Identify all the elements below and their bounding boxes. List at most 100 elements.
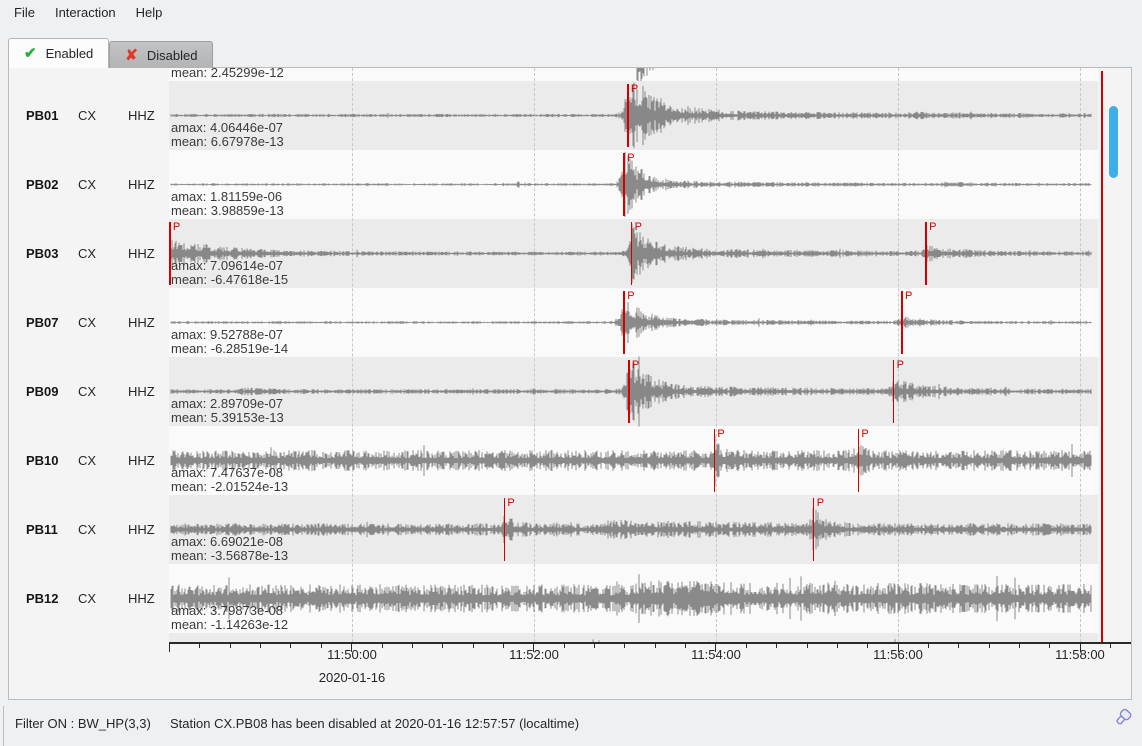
p-marker[interactable] [857,429,860,492]
station-name-PB12[interactable]: PB12 [26,591,59,606]
p-marker-label: P [816,497,825,509]
axis-minor-tick [502,643,504,648]
mean-label: mean: 3.98859e-13 [171,203,284,218]
axis-major-tick [169,643,170,652]
p-marker[interactable] [503,498,506,561]
axis-minor-tick [381,643,383,648]
partial-row-top: mean: 2.45299e-12 [169,68,1098,81]
p-marker-label: P [896,359,904,371]
p-marker-label: P [904,290,913,302]
waveform-trace-PB07[interactable] [169,288,1098,357]
axis-minor-tick [594,643,596,648]
tab-disabled-label: Disabled [146,47,198,63]
trace-plot-area[interactable]: mean: 2.45299e-12 amax: 4.06446e-07 mean: … [169,68,1103,642]
amax-label: amax: 2.89709e-07 [171,396,284,411]
p-marker[interactable] [892,360,895,423]
axis-minor-tick [624,643,626,648]
amax-label: amax: 3.79873e-08 [171,603,284,618]
p-marker-label: P [634,221,642,233]
p-marker-label: P [631,359,640,371]
waveform-trace-PB10[interactable] [169,426,1098,495]
waveform-trace-PB11[interactable] [169,495,1098,564]
time-gridline [1079,68,1081,642]
status-bar-divider [3,706,4,746]
amax-label: amax: 9.52788e-07 [171,327,284,342]
station-channel: HHZ [128,453,155,468]
station-name-PB09[interactable]: PB09 [26,384,59,399]
p-marker[interactable] [627,84,629,147]
menu-item-file[interactable]: File [14,5,35,20]
station-network: CX [78,453,97,468]
mean-label: mean: -1.14263e-12 [171,617,289,632]
tab-disabled[interactable]: ✘ Disabled [109,41,214,68]
time-gridline [897,68,899,642]
axis-minor-tick [411,643,413,648]
axis-minor-tick [290,643,292,648]
station-network: CX [78,591,97,606]
mean-label: mean: 6.67978e-13 [171,134,284,149]
mean-label: mean: -2.01524e-13 [171,479,289,494]
p-marker[interactable] [169,222,171,285]
tab-enabled-label: Enabled [45,46,94,61]
axis-major-tick [897,643,899,652]
axis-minor-tick [199,643,201,648]
cross-icon: ✘ [125,46,138,64]
p-marker[interactable] [713,429,716,492]
mouse-cursor-icon [1116,708,1132,725]
p-marker[interactable] [623,153,625,216]
waveform-trace-PB02[interactable] [169,150,1098,219]
waveform-trace-PB09[interactable] [169,356,1098,427]
station-name-PB02[interactable]: PB02 [26,177,59,192]
p-marker[interactable] [925,222,927,285]
amax-label: amax: 6.69021e-08 [171,534,284,549]
time-gridline [534,68,535,642]
p-marker[interactable] [628,360,630,423]
mean-label: mean: 5.39153e-13 [171,410,284,425]
p-marker-label: P [630,83,639,95]
menu-item-interaction[interactable]: Interaction [54,5,116,20]
station-name-PB10[interactable]: PB10 [26,453,59,468]
mean-label: mean: -3.56878e-13 [171,548,289,563]
p-marker[interactable] [623,291,625,354]
tab-bar: ✔ Enabled ✘ Disabled [8,38,214,68]
p-marker-label: P [172,221,181,233]
station-network: CX [78,315,97,330]
time-cursor-line [1101,71,1103,642]
axis-major-tick [351,643,353,652]
station-name-PB01[interactable]: PB01 [26,108,59,123]
waveform-trace-PB03[interactable] [169,219,1098,288]
station-channel: HHZ [128,591,155,606]
axis-major-tick [715,643,717,652]
waveform-trace-partial-top [636,68,657,81]
vertical-scrollbar-thumb[interactable] [1109,106,1118,178]
menu-item-help[interactable]: Help [135,5,163,20]
waveform-trace-partial-bottom [592,639,896,642]
p-marker-label: P [627,290,635,302]
waveform-trace-PB12[interactable] [169,564,1098,633]
station-channel: HHZ [128,522,155,537]
waveform-trace-PB01[interactable] [169,81,1098,150]
station-label-column: PB01 CX HHZ PB02 CX HHZ PB03 CX HHZ PB07 CX HHZ PB09… [9,68,169,642]
check-icon: ✔ [24,45,37,62]
p-marker[interactable] [901,291,903,354]
station-channel: HHZ [128,246,155,261]
p-marker[interactable] [812,498,815,561]
station-name-PB03[interactable]: PB03 [26,246,59,261]
status-message: Station CX.PB08 has been disabled at 202… [170,716,580,731]
station-network: CX [78,384,97,399]
tab-enabled[interactable]: ✔ Enabled [8,38,110,68]
axis-date-label: 2020-01-16 [318,670,386,685]
amax-label: amax: 7.47637e-08 [171,465,284,480]
station-name-PB11[interactable]: PB11 [26,522,58,537]
station-name-PB07[interactable]: PB07 [26,315,59,330]
axis-tick-label: 11:58:00 [1055,647,1105,662]
p-marker-label: P [627,152,635,164]
axis-tick-label: 11:50:00 [327,647,377,662]
station-channel: HHZ [128,384,155,399]
axis-minor-tick [745,643,747,648]
p-marker[interactable] [630,222,633,285]
station-channel: HHZ [128,315,155,330]
axis-minor-tick [958,643,960,648]
axis-minor-tick [776,643,778,648]
